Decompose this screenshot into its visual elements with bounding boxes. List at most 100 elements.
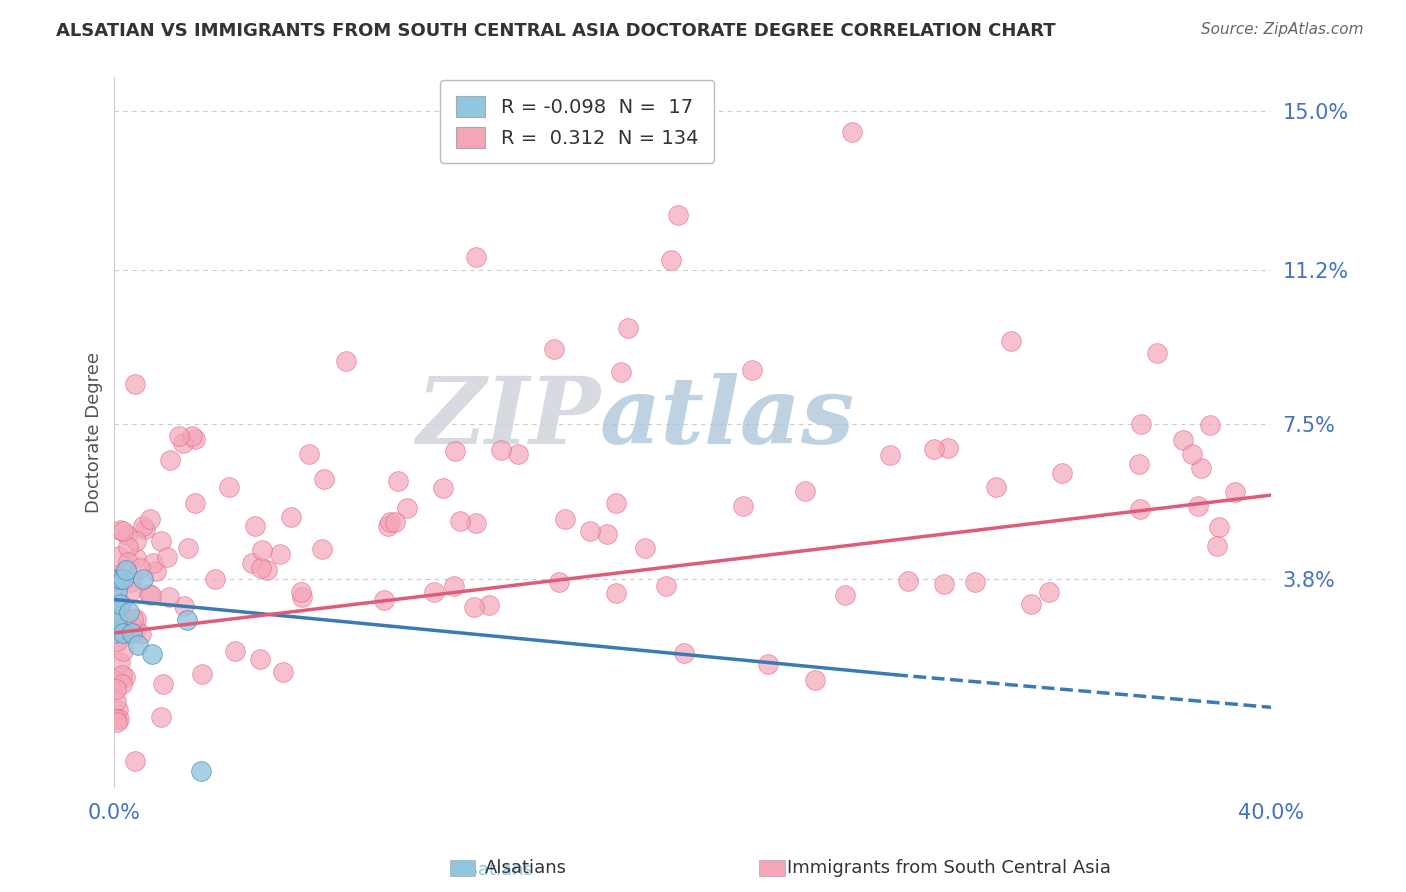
Point — [443, 579, 465, 593]
Point — [114, 670, 136, 684]
Point — [117, 540, 139, 554]
Point — [104, 712, 127, 726]
Point — [107, 703, 129, 717]
Point — [157, 590, 180, 604]
Point — [124, 551, 146, 566]
Point — [273, 665, 295, 679]
Point — [596, 526, 619, 541]
Point — [124, 377, 146, 392]
Point — [938, 441, 960, 455]
Point — [634, 541, 657, 556]
Point — [298, 447, 321, 461]
Text: Immigrants from South Central Asia: Immigrants from South Central Asia — [787, 859, 1111, 877]
Point — [108, 549, 131, 563]
Point — [190, 764, 212, 778]
Point — [107, 633, 129, 648]
Point — [794, 484, 817, 499]
Point — [139, 512, 162, 526]
Point — [280, 510, 302, 524]
Point — [184, 496, 207, 510]
Point — [110, 598, 132, 612]
Point — [387, 474, 409, 488]
Point — [129, 627, 152, 641]
Point — [121, 626, 143, 640]
Point — [108, 523, 131, 537]
Text: Alsatians: Alsatians — [485, 859, 567, 877]
Point — [291, 590, 314, 604]
Point — [984, 480, 1007, 494]
Point — [112, 524, 135, 539]
Point — [152, 677, 174, 691]
Point — [104, 593, 127, 607]
Point — [554, 512, 576, 526]
Point — [104, 569, 127, 583]
Point — [672, 646, 695, 660]
Point — [172, 436, 194, 450]
Y-axis label: Doctorate Degree: Doctorate Degree — [86, 352, 103, 513]
Point — [731, 499, 754, 513]
Point — [1223, 484, 1246, 499]
Point — [249, 652, 271, 666]
Point — [384, 515, 406, 529]
Point — [176, 614, 198, 628]
Point — [132, 519, 155, 533]
Point — [184, 433, 207, 447]
Point — [104, 681, 127, 696]
Point — [138, 587, 160, 601]
Point — [373, 593, 395, 607]
Point — [103, 572, 125, 586]
Point — [1000, 334, 1022, 348]
Point — [125, 534, 148, 549]
Point — [141, 647, 163, 661]
Point — [134, 523, 156, 537]
Point — [204, 572, 226, 586]
Point — [107, 601, 129, 615]
Point — [218, 480, 240, 494]
Point — [243, 518, 266, 533]
Point — [897, 574, 920, 589]
Point — [108, 655, 131, 669]
Point — [1146, 345, 1168, 359]
Point — [105, 715, 128, 730]
Point — [103, 605, 125, 619]
Point — [464, 250, 486, 264]
Point — [834, 588, 856, 602]
Point — [666, 208, 689, 222]
Point — [115, 563, 138, 577]
Point — [173, 599, 195, 614]
Point — [616, 321, 638, 335]
Point — [105, 614, 128, 628]
Point — [252, 542, 274, 557]
Point — [124, 754, 146, 768]
Point — [155, 550, 177, 565]
Point — [1019, 597, 1042, 611]
Point — [443, 444, 465, 458]
Point — [924, 442, 946, 456]
Point — [107, 622, 129, 636]
Point — [741, 363, 763, 377]
Point — [111, 622, 134, 636]
Point — [125, 612, 148, 626]
Point — [1050, 467, 1073, 481]
Point — [121, 612, 143, 626]
Point — [145, 565, 167, 579]
Point — [176, 541, 198, 555]
Point — [449, 514, 471, 528]
Point — [105, 584, 128, 599]
Point — [1129, 502, 1152, 516]
Point — [127, 639, 149, 653]
Point — [117, 528, 139, 542]
Point — [132, 572, 155, 586]
Point — [1187, 499, 1209, 513]
Point — [1038, 585, 1060, 599]
Text: atlas: atlas — [600, 373, 855, 463]
Point — [377, 518, 399, 533]
Point — [1189, 460, 1212, 475]
Point — [610, 365, 633, 379]
Point — [1129, 417, 1152, 431]
Point — [108, 575, 131, 590]
Point — [108, 572, 131, 586]
Point — [1128, 457, 1150, 471]
Point — [380, 515, 402, 529]
Text: ZIP: ZIP — [416, 373, 600, 463]
